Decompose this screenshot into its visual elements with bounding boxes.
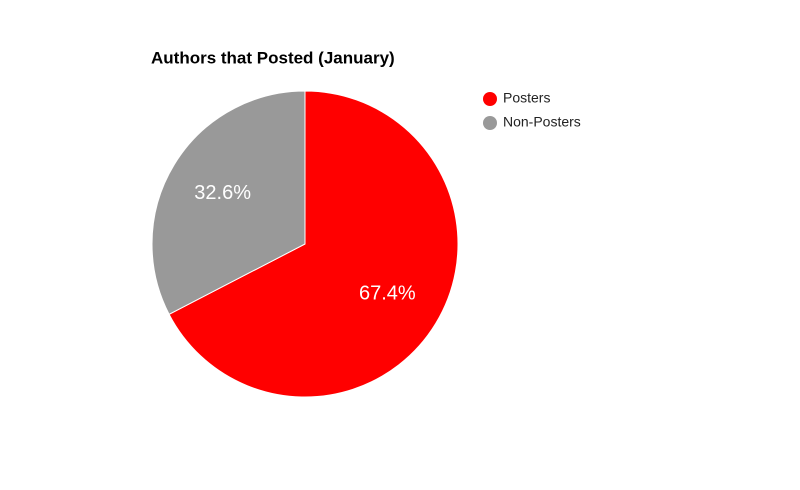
legend-label: Non-Posters — [503, 114, 581, 130]
slice-label: 67.4% — [359, 282, 416, 304]
slice-label: 32.6% — [194, 182, 251, 204]
legend-marker — [483, 92, 497, 106]
legend-label: Posters — [503, 90, 550, 106]
pie-slice — [151, 90, 306, 315]
legend-marker — [483, 116, 497, 130]
pie-slice — [168, 90, 459, 398]
chart-title: Authors that Posted (January) — [151, 48, 395, 67]
